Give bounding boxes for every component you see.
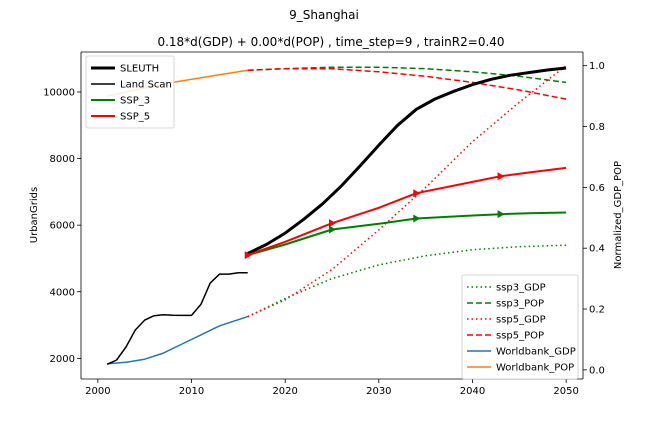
y-right-tick-label: 0.2 [589,305,605,316]
chart-suptitle: 9_Shanghai [289,8,359,22]
x-tick-label: 2040 [460,386,485,397]
x-tick-label: 2050 [553,386,578,397]
legend-box [85,55,175,129]
series-marker-ssp-3 [413,214,421,223]
legend-label-ssp5-gdp: ssp5_GDP [496,315,546,326]
legend-label-ssp3-gdp: ssp3_GDP [496,283,546,294]
series-line-sleuth [247,66,567,255]
y-right-tick-label: 0.4 [589,244,605,255]
series-marker-ssp-5 [244,251,252,260]
legend-label-ssp-3: SSP_3 [120,96,150,107]
series-marker-ssp-5 [413,189,421,198]
legend-label-worldbank-gdp: Worldbank_GDP [496,347,576,358]
x-tick-label: 2020 [272,386,297,397]
legend-label-land-scan: Land Scan [120,80,172,91]
y-tick-label: 4000 [50,287,75,298]
y-right-tick-label: 0.6 [589,183,605,194]
series-marker-ssp-3 [497,210,505,219]
plot-area: 2000 2010 2020 2030 2040 2050 2000 4000 6000 8000… [43,51,605,397]
x-tick-label: 2010 [179,386,204,397]
series-line-ssp5-gdp [247,65,567,318]
y-tick-label: 10000 [43,87,75,98]
y-right-tick-label: 1.0 [589,61,605,72]
legend-label-ssp-5: SSP_5 [120,112,150,123]
legend-label-ssp3-pop: ssp3_POP [496,299,544,310]
y-tick-label: 2000 [50,354,75,365]
series-marker-ssp-5 [497,172,505,181]
legend-label-sleuth: SLEUTH [120,64,159,75]
series-line-land-scan [106,272,248,365]
y-axis-label: UrbanGrids [29,187,40,243]
legend-label-worldbank-pop: Worldbank_POP [496,363,574,374]
series-line-worldbank-gdp [107,315,248,365]
legend-label-ssp5-pop: ssp5_POP [496,331,544,342]
y-right-tick-label: 0.8 [589,122,605,133]
x-tick-label: 2030 [366,386,391,397]
series-line-ssp-3 [247,211,567,257]
series-marker-ssp-5 [329,219,336,228]
x-tick-label: 2000 [85,386,110,397]
legend-box [461,274,579,380]
y-tick-label: 6000 [50,221,75,232]
series-line-ssp5-pop [247,67,567,100]
chart-title: 0.18*d(GDP) + 0.00*d(POP) , time_step=9 … [157,35,504,49]
y-tick-label: 8000 [50,154,75,165]
series-marker-ssp-3 [329,225,336,234]
y-axis-right-label: Normalized_GDP_POP [613,161,624,269]
y-right-tick-label: 0.0 [589,365,605,376]
